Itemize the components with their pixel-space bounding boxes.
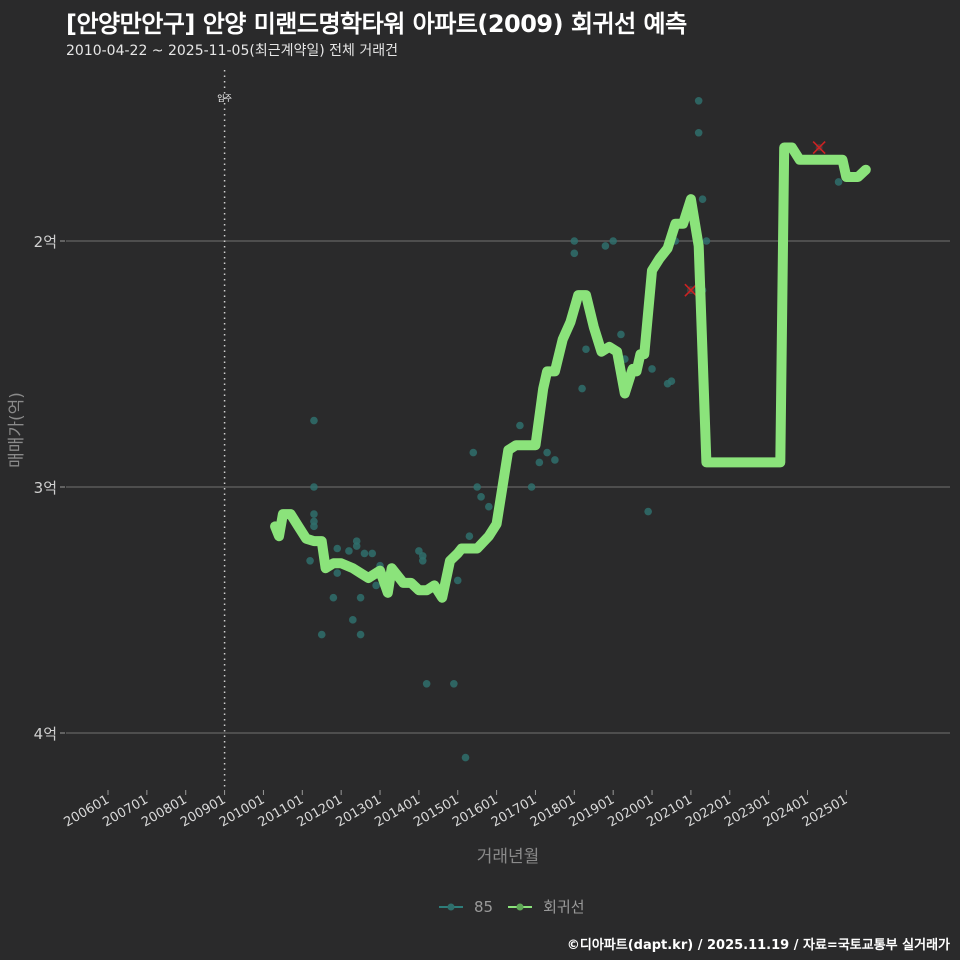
gridlines xyxy=(66,240,950,734)
scatter-point xyxy=(601,242,610,250)
chart-title: [안양만안구] 안양 미랜드명학타워 아파트(2009) 회귀선 예측 xyxy=(66,10,687,38)
y-axis-ticks: 4억 3억 2억 xyxy=(34,233,65,743)
scatter-point xyxy=(834,178,843,186)
scatter-point xyxy=(535,458,544,467)
y-tick-label: 4억 xyxy=(34,725,57,743)
scatter-point xyxy=(418,552,427,560)
scatter-point xyxy=(461,753,470,762)
outlier-markers xyxy=(684,140,826,297)
legend: 85 회귀선 xyxy=(438,896,591,917)
footer-credit: ©디아파트(dapt.kr) / 2025.11.19 / 자료=국토교통부 실… xyxy=(566,938,950,953)
scatter-point xyxy=(469,448,478,457)
scatter-point xyxy=(527,483,536,491)
scatter-point xyxy=(477,493,485,501)
chart-subtitle: 2010-04-22 ~ 2025-11-05(최근계약일) 전체 거래건 xyxy=(66,43,398,59)
scatter-point xyxy=(694,128,703,137)
scatter-point xyxy=(543,448,551,457)
scatter-point xyxy=(570,237,579,245)
scatter-point xyxy=(329,593,338,602)
scatter-point xyxy=(310,416,318,425)
outlier-x-icon xyxy=(812,140,826,155)
scatter-point xyxy=(352,537,361,545)
scatter-point xyxy=(582,345,590,354)
x-tick-label: 202501 xyxy=(800,792,850,830)
legend-swatch-regression-icon xyxy=(508,903,533,910)
scatter-point xyxy=(516,421,524,430)
scatter-point xyxy=(310,483,318,491)
scatter-point xyxy=(698,195,707,203)
legend-swatch-85-icon xyxy=(439,903,463,910)
scatter-point xyxy=(349,616,357,624)
x-axis-label: 거래년월 xyxy=(476,847,540,867)
scatter-point xyxy=(356,593,365,602)
legend-item-regression[interactable]: 회귀선 xyxy=(507,896,585,917)
scatter-point xyxy=(368,549,377,558)
regression-line-path xyxy=(270,142,871,603)
scatter-point xyxy=(310,522,318,531)
scatter-point xyxy=(485,502,493,511)
scatter-point xyxy=(473,483,481,491)
scatter-point xyxy=(551,456,559,464)
scatter-point xyxy=(578,384,586,393)
scatter-point xyxy=(345,547,353,555)
scatter-points-85 xyxy=(306,96,843,762)
scatter-point xyxy=(333,569,342,577)
scatter-point xyxy=(310,510,318,518)
scatter-point xyxy=(667,377,676,386)
move-in-label: 입주 xyxy=(217,94,232,103)
regression-line xyxy=(270,142,871,603)
scatter-point xyxy=(360,549,369,558)
legend-label-regression: 회귀선 xyxy=(543,898,585,916)
outlier-x-icon xyxy=(684,283,698,297)
scatter-point xyxy=(333,544,342,553)
scatter-point xyxy=(648,365,656,373)
legend-label-85: 85 xyxy=(474,897,494,916)
scatter-point xyxy=(570,249,579,258)
scatter-point xyxy=(617,330,625,339)
scatter-point xyxy=(694,96,703,105)
scatter-point xyxy=(465,532,474,540)
legend-item-85[interactable]: 85 xyxy=(438,898,493,916)
scatter-point xyxy=(453,576,462,585)
x-axis-ticks: 2006012007012008012009012010012011012012… xyxy=(62,790,850,830)
y-tick-label: 3억 xyxy=(34,479,57,497)
scatter-point xyxy=(306,557,314,565)
scatter-point xyxy=(702,237,711,245)
y-tick-label: 2억 xyxy=(34,233,57,251)
scatter-point xyxy=(450,680,458,688)
scatter-point xyxy=(356,630,365,639)
scatter-point xyxy=(644,507,652,516)
scatter-point xyxy=(609,237,617,245)
scatter-point xyxy=(372,581,380,590)
move-in-marker-line: 입주 xyxy=(217,70,232,790)
scatter-point xyxy=(422,680,431,688)
scatter-point xyxy=(317,630,326,639)
